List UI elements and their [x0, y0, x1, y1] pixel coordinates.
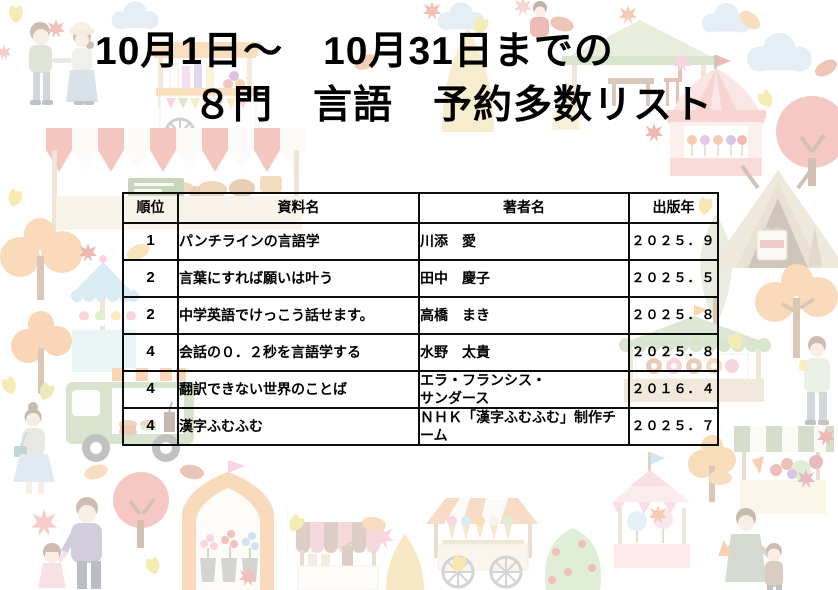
orange-tree-icon — [755, 264, 838, 358]
table-header-row: 順位 資料名 著者名 出版年 — [122, 192, 719, 224]
header-title: 資料名 — [177, 192, 420, 224]
year-cell: ２０２５．８ — [628, 333, 719, 372]
title-cell: 言葉にすれば願いは叶う — [177, 259, 420, 298]
author-cell: 川添 愛 — [418, 222, 630, 261]
title-line-1: 10月1日～ 10月31日までの — [95, 30, 614, 73]
table-row: 1 パンチラインの言語学 川添 愛 ２０２５．９ — [122, 222, 719, 261]
rank-cell: 2 — [122, 259, 179, 298]
title-cell: パンチラインの言語学 — [177, 222, 420, 261]
author-cell: 高橋 まき — [418, 296, 630, 335]
woman-in-red-icon — [530, 1, 549, 37]
table-row: 4 翻訳できない世界のことば エラ・フランシス・ サンダース ２０１６．４ — [122, 370, 719, 409]
title-cell: 翻訳できない世界のことば — [177, 370, 420, 409]
year-cell: ２０２５．９ — [628, 222, 719, 261]
man-with-drink-icon — [799, 336, 830, 425]
red-round-tree-icon — [776, 96, 838, 186]
yellow-tree-icon — [386, 534, 424, 590]
author-cell: エラ・フランシス・ サンダース — [418, 370, 630, 409]
ice-cream-cart-icon — [426, 498, 538, 589]
flower-tent-icon — [182, 460, 274, 590]
table-row: 2 言葉にすれば願いは叶う 田中 慶子 ２０２５．５ — [122, 259, 719, 298]
rank-cell: 2 — [122, 296, 179, 335]
table-row: 4 会話の０．２秒を言語学する 水野 太貴 ２０２５．８ — [122, 333, 719, 372]
father-and-daughter-icon — [38, 497, 102, 589]
header-author: 著者名 — [418, 192, 630, 224]
green-gazebo-icon — [562, 20, 718, 108]
author-cell: 水野 太貴 — [418, 333, 630, 372]
header-rank: 順位 — [122, 192, 179, 224]
rank-cell: 4 — [122, 370, 179, 409]
year-cell: ２０２５．７ — [628, 407, 719, 446]
rank-cell: 1 — [122, 222, 179, 261]
red-tree-icon — [113, 472, 169, 548]
yellow-tree-icon — [442, 28, 580, 132]
title-line-2: ８門 言語 予約多数リスト — [193, 84, 714, 127]
woman-walking-icon — [13, 402, 55, 494]
rank-cell: 4 — [122, 407, 179, 446]
author-cell: 田中 慶子 — [418, 259, 630, 298]
rank-cell: 4 — [122, 333, 179, 372]
couple-walking-icon — [29, 22, 98, 105]
circus-tent-icon — [666, 55, 766, 176]
title-cell: 中学英語でけっこう話せます。 — [177, 296, 420, 335]
header-year: 出版年 — [628, 192, 719, 224]
title-cell: 会話の０．２秒を言語学する — [177, 333, 420, 372]
apple-tree-icon — [545, 528, 601, 590]
orange-tree-icon — [0, 218, 83, 394]
mother-and-son-icon — [718, 508, 783, 590]
year-cell: ２０２５．８ — [628, 296, 719, 335]
author-cell: ＮＨＫ「漢字ふむふむ」制作チーム — [418, 407, 630, 446]
cotton-candy-stall-icon — [612, 452, 690, 568]
teepee-icon — [710, 164, 838, 268]
year-cell: ２０２５．５ — [628, 259, 719, 298]
coffee-stall-icon — [296, 522, 380, 590]
table-row: 4 漢字ふむふむ ＮＨＫ「漢字ふむふむ」制作チーム ２０２５．７ — [122, 407, 719, 446]
title-cell: 漢字ふむふむ — [177, 407, 420, 446]
year-cell: ２０１６．４ — [628, 370, 719, 409]
ranking-table: 順位 資料名 著者名 出版年 1 パンチラインの言語学 川添 愛 ２０２５．９ … — [122, 192, 719, 446]
table-row: 2 中学英語でけっこう話せます。 高橋 まき ２０２５．８ — [122, 296, 719, 335]
drink-stand-icon — [148, 42, 262, 149]
